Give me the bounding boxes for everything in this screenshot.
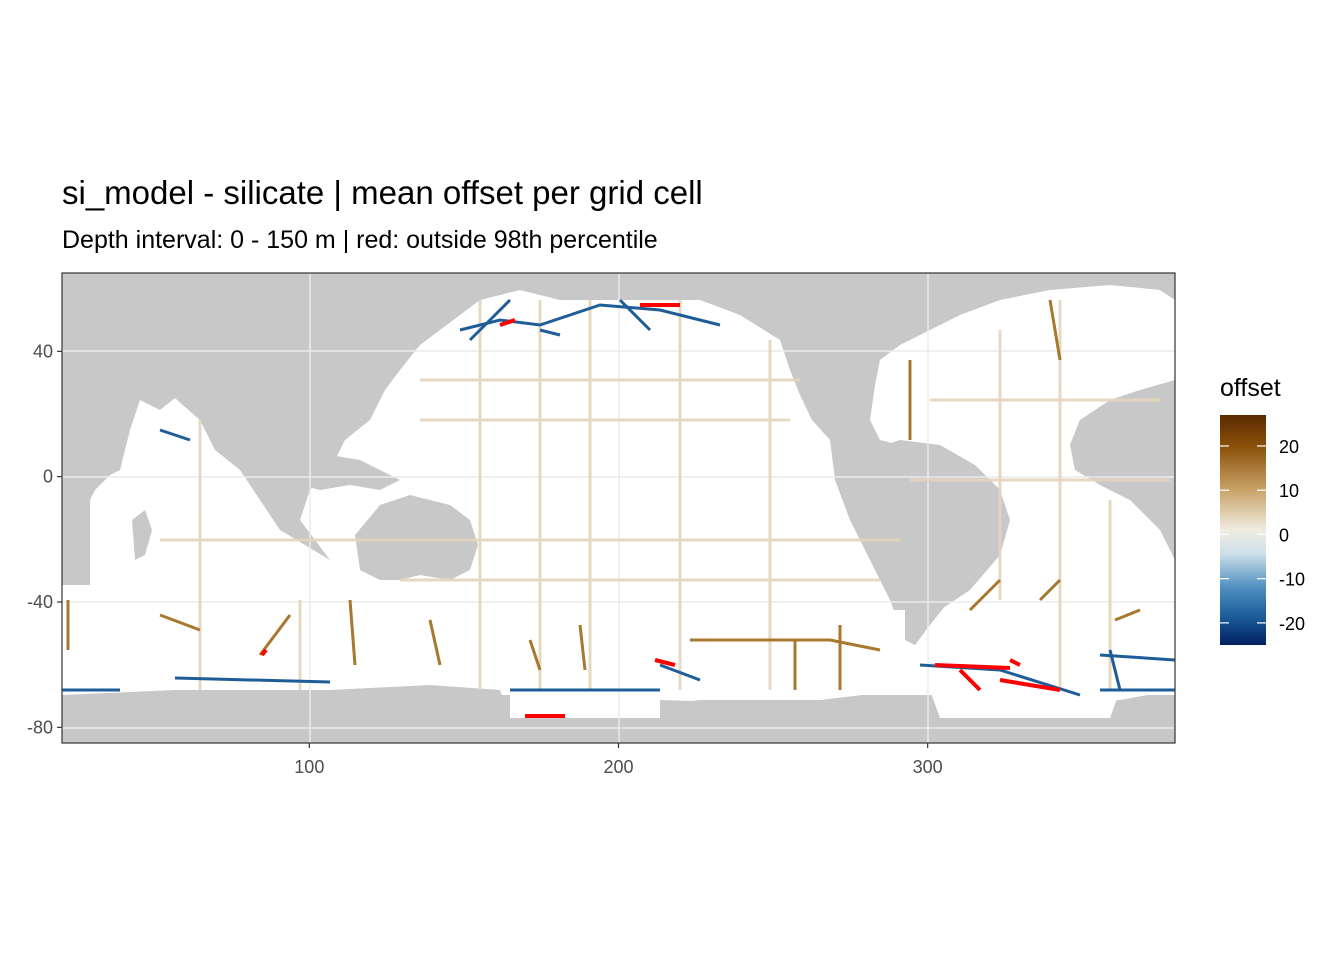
land-europe-africa <box>1070 380 1175 550</box>
chart-subtitle: Depth interval: 0 - 150 m | red: outside… <box>62 226 658 254</box>
cruise-tracks-neutral <box>160 300 1170 690</box>
legend-title: offset <box>1220 374 1281 402</box>
cruise-tracks-positive <box>66 299 1141 690</box>
land-madagascar <box>132 510 152 560</box>
legend: offset 20 10 0 -10 -20 <box>1220 374 1305 645</box>
ocean-weddell <box>510 690 660 720</box>
legend-tick-label: 10 <box>1279 481 1299 501</box>
y-tick-label: -40 <box>27 592 53 612</box>
ocean-area <box>62 285 1175 720</box>
y-tick-label: -80 <box>27 717 53 737</box>
ocean-weddell-2 <box>930 690 1120 718</box>
land-south-america <box>868 440 1005 645</box>
land-indonesia <box>300 455 400 490</box>
legend-tick-label: 0 <box>1279 525 1289 545</box>
gridlines <box>62 273 1175 743</box>
chart-title: si_model - silicate | mean offset per gr… <box>62 174 703 211</box>
y-axis: 40 0 -40 -80 <box>27 341 62 737</box>
outlier-cells <box>260 303 1061 718</box>
legend-colorbar <box>1220 415 1266 645</box>
x-tick-label: 300 <box>913 757 943 777</box>
x-axis: 100 200 300 <box>294 743 943 777</box>
x-tick-label: 100 <box>294 757 324 777</box>
ocean-atlantic <box>870 285 1175 705</box>
y-tick-label: 40 <box>33 341 53 361</box>
cruise-tracks-negative <box>62 298 1175 697</box>
land-africa-east <box>62 400 115 540</box>
x-tick-label: 200 <box>603 757 633 777</box>
legend-tick-label: -20 <box>1279 614 1305 634</box>
legend-tick-label: -10 <box>1279 570 1305 590</box>
y-tick-label: 0 <box>43 467 53 487</box>
land-asia <box>62 273 430 420</box>
legend-tick-label: 20 <box>1279 437 1299 457</box>
land-north-america <box>770 273 920 410</box>
land-australia <box>355 495 478 580</box>
